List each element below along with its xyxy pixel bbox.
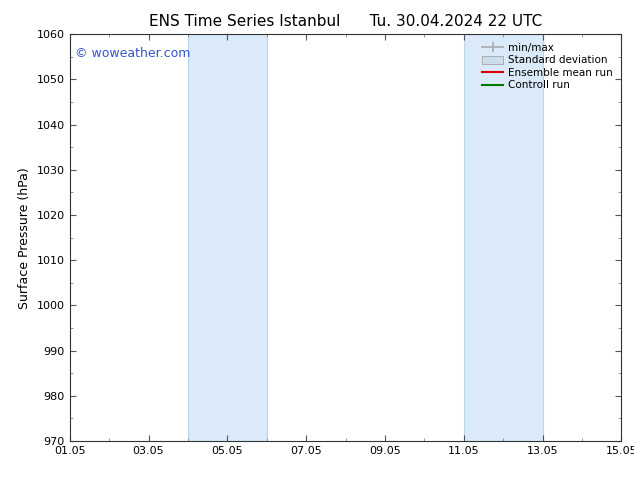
Y-axis label: Surface Pressure (hPa): Surface Pressure (hPa)	[18, 167, 31, 309]
Legend: min/max, Standard deviation, Ensemble mean run, Controll run: min/max, Standard deviation, Ensemble me…	[479, 40, 616, 94]
Bar	[188, 34, 267, 441]
Text: © woweather.com: © woweather.com	[75, 47, 191, 59]
Title: ENS Time Series Istanbul      Tu. 30.04.2024 22 UTC: ENS Time Series Istanbul Tu. 30.04.2024 …	[149, 14, 542, 29]
Bar	[463, 34, 543, 441]
